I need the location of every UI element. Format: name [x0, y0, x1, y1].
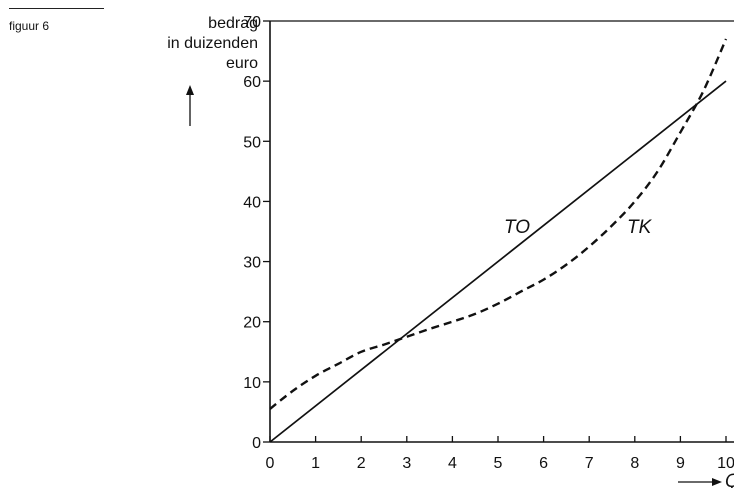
y-tick-label: 60	[243, 74, 261, 91]
ticks: 0 10 20 30 40 50 60 70 0 1 2 3 4 5 6 7 8 9 10	[243, 14, 734, 472]
x-tick-label: 10	[717, 455, 734, 472]
x-tick-label: 3	[402, 455, 411, 472]
x-tick-label: 9	[676, 455, 685, 472]
y-axis-label-line-2: in duizenden	[167, 35, 258, 52]
y-tick-label: 10	[243, 375, 261, 392]
axis-arrows: Q	[186, 85, 734, 488]
y-tick-label: 40	[243, 194, 261, 211]
x-axis-label: Q	[725, 471, 734, 488]
y-axis-label-line-1: bedrag	[208, 15, 258, 32]
y-axis-label: bedrag in duizenden euro	[118, 14, 258, 74]
y-tick-label: 0	[252, 435, 261, 452]
series-line-to	[269, 80, 727, 442]
x-tick-label: 6	[539, 455, 548, 472]
figure-label: figuur 6	[9, 19, 50, 33]
figure-rule	[9, 8, 104, 9]
series-line-tk	[269, 38, 728, 410]
x-tick-label: 5	[494, 455, 503, 472]
x-tick-label: 8	[630, 455, 639, 472]
series-labels: TO TK	[504, 217, 653, 238]
series-group	[269, 38, 728, 442]
y-tick-label: 70	[243, 14, 261, 31]
x-arrow-head	[712, 478, 722, 486]
y-arrow-head	[186, 85, 194, 95]
series-label-to: TO	[504, 217, 530, 238]
x-tick-label: 2	[357, 455, 366, 472]
series-label-tk: TK	[627, 217, 653, 238]
y-tick-label: 50	[243, 134, 261, 151]
x-tick-label: 0	[266, 455, 275, 472]
axes	[269, 20, 734, 443]
y-tick-label: 30	[243, 255, 261, 272]
y-tick-label: 20	[243, 315, 261, 332]
y-axis-label-line-3: euro	[225, 55, 258, 72]
x-tick-label: 1	[311, 455, 320, 472]
x-tick-label: 7	[585, 455, 594, 472]
x-tick-label: 4	[448, 455, 457, 472]
